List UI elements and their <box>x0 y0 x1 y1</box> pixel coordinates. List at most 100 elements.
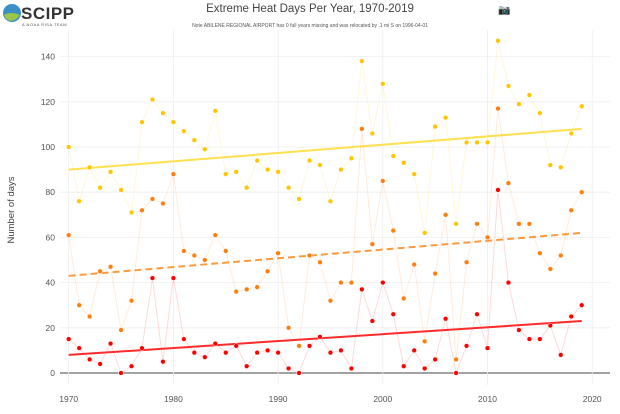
data-point-0 <box>160 110 166 116</box>
data-point-1 <box>327 298 334 304</box>
data-point-2 <box>306 343 313 349</box>
y-axis-label: Number of days <box>6 176 17 243</box>
data-point-0 <box>547 162 553 168</box>
x-tick-label: 2000 <box>373 394 392 404</box>
data-point-0 <box>474 139 480 146</box>
data-point-2 <box>296 370 302 376</box>
data-point-2 <box>128 363 135 369</box>
data-point-2 <box>338 347 344 354</box>
data-point-0 <box>411 171 417 177</box>
data-point-0 <box>86 164 93 170</box>
data-point-1 <box>390 227 396 234</box>
data-point-0 <box>149 96 156 103</box>
data-point-2 <box>401 363 407 369</box>
data-point-1 <box>568 207 574 213</box>
data-point-2 <box>558 352 564 358</box>
data-point-2 <box>212 340 218 347</box>
data-point-0 <box>191 137 197 143</box>
x-tick-label: 2020 <box>583 394 602 404</box>
data-point-0 <box>118 187 124 193</box>
data-point-1 <box>453 356 459 363</box>
data-point-1 <box>317 259 323 265</box>
data-point-0 <box>442 114 449 121</box>
data-point-1 <box>66 232 72 238</box>
logo-subtitle: A NOAA RISA TEAM <box>22 22 68 27</box>
data-point-0 <box>348 155 355 161</box>
data-point-2 <box>317 334 323 340</box>
data-point-2 <box>118 370 124 376</box>
data-point-1 <box>505 180 512 186</box>
data-point-2 <box>579 302 585 308</box>
data-point-2 <box>327 350 334 356</box>
data-point-2 <box>244 363 250 369</box>
y-tick-label: 100 <box>41 142 55 152</box>
data-point-0 <box>401 160 407 166</box>
data-point-1 <box>275 250 281 256</box>
logo-text: SCIPP <box>21 4 75 23</box>
data-point-2 <box>568 313 574 320</box>
data-point-0 <box>463 139 470 146</box>
data-point-1 <box>411 261 417 268</box>
data-point-0 <box>505 83 512 89</box>
data-point-0 <box>275 169 281 175</box>
data-point-1 <box>285 325 292 331</box>
data-point-1 <box>495 105 501 112</box>
data-point-1 <box>97 268 103 274</box>
data-point-2 <box>422 365 428 372</box>
data-point-0 <box>254 157 260 164</box>
data-point-1 <box>380 178 386 184</box>
data-point-2 <box>411 347 417 354</box>
data-point-2 <box>149 275 156 281</box>
data-point-0 <box>579 103 585 109</box>
camera-icon[interactable]: 📷 <box>498 5 511 16</box>
data-point-1 <box>547 266 553 272</box>
data-point-1 <box>432 270 438 277</box>
data-point-0 <box>558 164 564 170</box>
data-point-2 <box>285 365 292 372</box>
data-point-1 <box>579 189 585 195</box>
data-point-2 <box>202 354 208 360</box>
globe-icon <box>3 4 21 22</box>
data-point-2 <box>66 336 72 342</box>
data-point-0 <box>359 58 365 64</box>
data-point-2 <box>275 350 281 356</box>
x-tick-label: 1970 <box>59 394 78 404</box>
data-point-0 <box>97 185 103 191</box>
x-tick-label: 2010 <box>478 394 497 404</box>
data-point-0 <box>327 198 334 204</box>
trend-line-2 <box>68 320 582 356</box>
data-point-1 <box>139 207 145 213</box>
data-point-2 <box>139 345 145 351</box>
data-point-0 <box>264 166 271 173</box>
data-point-1 <box>128 298 135 304</box>
data-point-2 <box>369 318 375 324</box>
data-point-0 <box>568 130 574 137</box>
data-point-2 <box>181 336 187 342</box>
data-point-2 <box>453 370 459 376</box>
data-point-0 <box>432 124 438 130</box>
data-point-1 <box>338 279 344 286</box>
data-point-2 <box>86 356 93 363</box>
data-point-2 <box>233 343 239 349</box>
x-tick-label: 1980 <box>164 394 183 404</box>
data-point-0 <box>233 169 239 175</box>
data-point-0 <box>76 198 82 204</box>
data-point-2 <box>390 311 396 317</box>
data-point-2 <box>537 336 543 342</box>
data-point-1 <box>359 126 365 132</box>
data-point-1 <box>369 241 375 247</box>
data-point-2 <box>463 343 470 349</box>
data-point-1 <box>264 268 271 274</box>
data-point-2 <box>223 350 229 356</box>
data-point-1 <box>516 221 522 227</box>
chart-title: Extreme Heat Days Per Year, 1970-2019 <box>206 3 414 15</box>
data-point-0 <box>380 81 386 87</box>
data-point-0 <box>212 108 218 114</box>
data-point-0 <box>369 130 375 137</box>
data-point-2 <box>516 327 522 333</box>
data-point-2 <box>380 279 386 286</box>
data-point-1 <box>118 327 124 333</box>
y-tick-label: 40 <box>46 278 56 288</box>
data-point-2 <box>254 350 260 356</box>
